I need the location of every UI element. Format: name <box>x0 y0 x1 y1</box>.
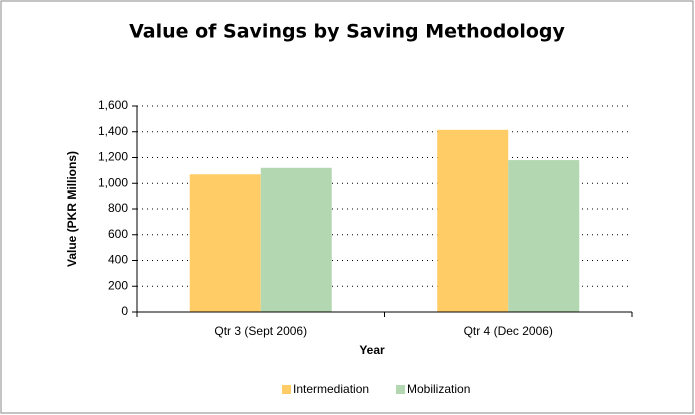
y-tick-label: 1,400 <box>98 124 128 138</box>
chart-title: Value of Savings by Saving Methodology <box>129 21 565 43</box>
y-tick-label: 0 <box>121 304 128 318</box>
legend-label: Mobilization <box>407 382 470 396</box>
y-axis-title: Value (PKR Millions) <box>65 151 79 267</box>
y-tick-label: 200 <box>108 278 128 292</box>
legend-label: Intermediation <box>293 382 369 396</box>
y-tick-label: 800 <box>108 201 128 215</box>
y-tick-label: 1,600 <box>98 98 128 112</box>
y-tick-label: 1,000 <box>98 175 128 189</box>
bar <box>189 174 261 312</box>
legend-swatch <box>282 385 291 394</box>
x-axis-title: Year <box>359 343 385 357</box>
bar <box>508 160 580 312</box>
x-tick-label: Qtr 4 (Dec 2006) <box>464 324 553 338</box>
x-tick-label: Qtr 3 (Sept 2006) <box>214 324 307 338</box>
bar <box>260 167 332 312</box>
bar <box>437 129 509 312</box>
y-tick-label: 1,200 <box>98 150 128 164</box>
y-tick-label: 600 <box>108 227 128 241</box>
y-tick-label: 400 <box>108 253 128 267</box>
legend-swatch <box>396 385 405 394</box>
